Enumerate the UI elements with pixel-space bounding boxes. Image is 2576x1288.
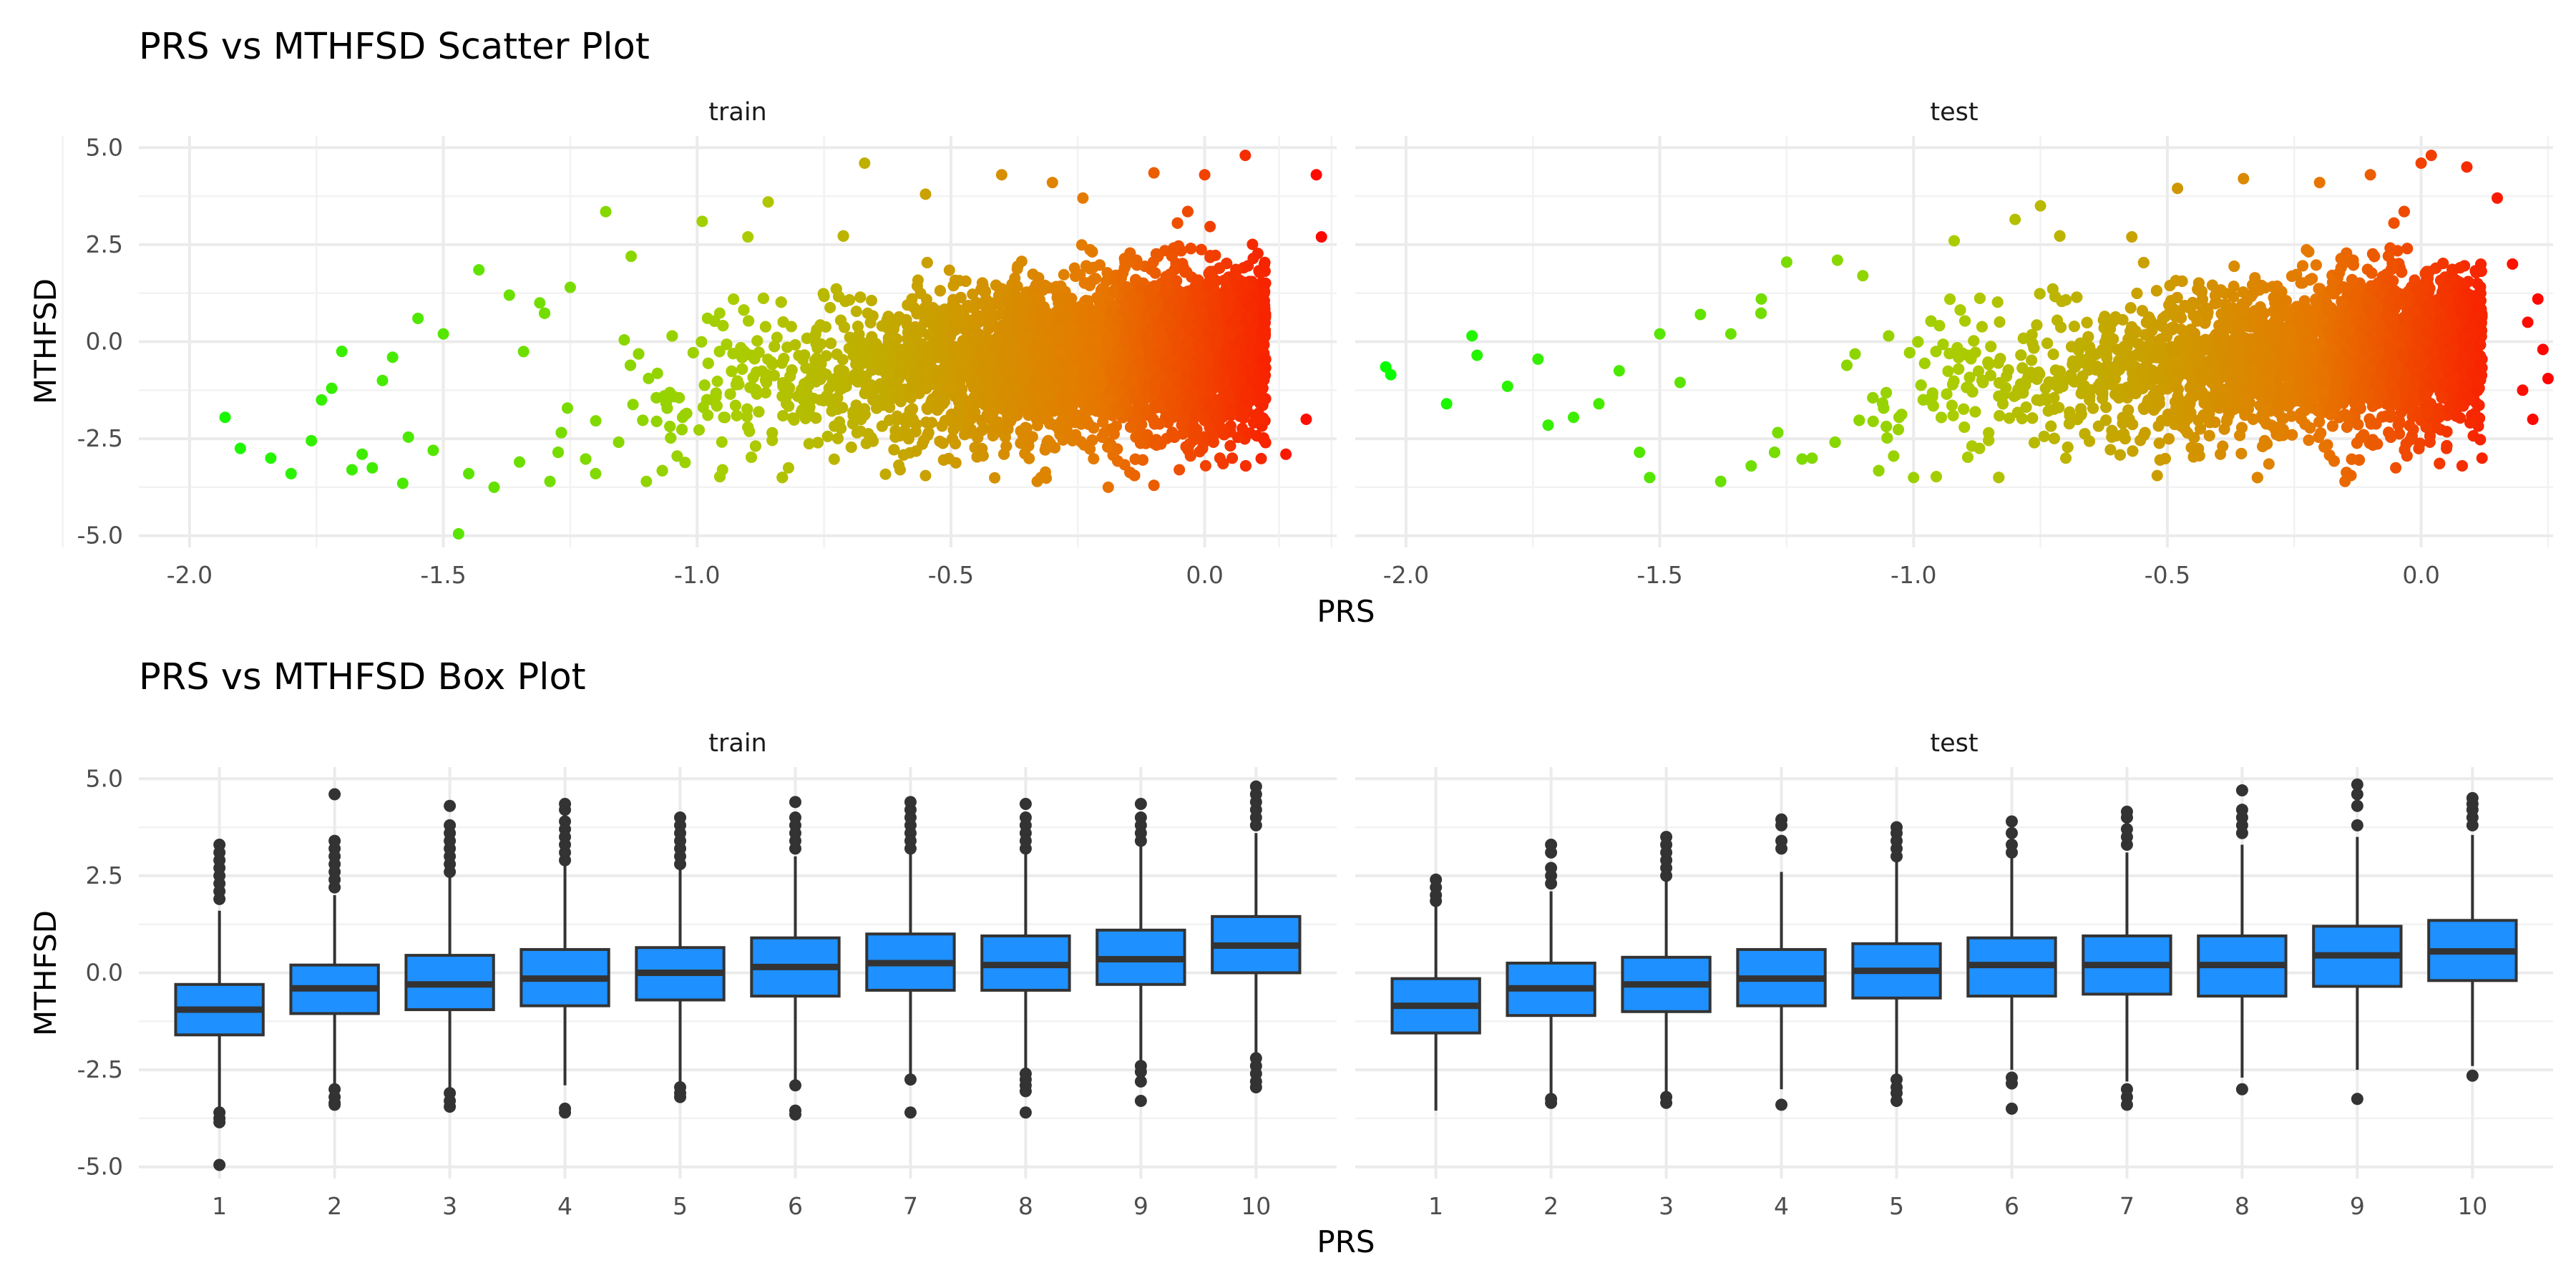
box-strip-test: test xyxy=(1930,729,1978,758)
scatter-point xyxy=(943,264,955,276)
scatter-point xyxy=(879,468,892,480)
scatter-point xyxy=(824,301,836,313)
scatter-point xyxy=(844,331,856,343)
scatter-point xyxy=(1058,268,1070,280)
scatter-point xyxy=(989,472,1001,484)
x-tick-label: -0.5 xyxy=(928,561,974,589)
scatter-strip-train: train xyxy=(708,98,766,127)
x-tick-label: 0.0 xyxy=(1186,561,1223,589)
scatter-title: PRS vs MTHFSD Scatter Plot xyxy=(139,26,650,68)
box-strip-train: train xyxy=(708,729,766,758)
scatter-point xyxy=(679,457,691,469)
scatter-point xyxy=(1246,238,1259,250)
scatter-point xyxy=(402,431,414,443)
y-tick-label: 0.0 xyxy=(86,328,123,356)
scatter-point xyxy=(1204,220,1216,233)
scatter-point xyxy=(651,367,663,379)
y-tick-label: -5.0 xyxy=(77,522,123,550)
scatter-point xyxy=(1226,452,1239,464)
x-tick-label: -1.5 xyxy=(420,561,466,589)
scatter-point xyxy=(771,331,783,343)
x-tick-label: -1.0 xyxy=(674,561,720,589)
x-tick-label: -2.0 xyxy=(167,561,213,589)
y-tick-label: 5.0 xyxy=(86,133,123,161)
scatter-point xyxy=(850,306,862,318)
scatter-point xyxy=(517,346,530,358)
scatter-point xyxy=(643,372,655,384)
scatter-point xyxy=(866,295,877,306)
scatter-point xyxy=(711,375,723,387)
scatter-point xyxy=(618,334,630,346)
scatter-point xyxy=(1199,459,1211,472)
box-title: PRS vs MTHFSD Box Plot xyxy=(139,656,586,698)
scatter-panel-train: -2.0 -1.5 -1.0 -0.5 0.0 -5.0 -2.5 0.0 2.5 5.0 xyxy=(62,133,1337,589)
scatter-x-axis-label: PRS xyxy=(1317,594,1375,629)
scatter-point xyxy=(1209,249,1221,261)
scatter-point xyxy=(1255,452,1267,464)
scatter-point xyxy=(716,436,728,448)
scatter-point xyxy=(627,399,639,411)
y-tick-label: -2.5 xyxy=(77,424,123,452)
scatter-point xyxy=(920,416,932,429)
box-y-axis-label: MTHFSD xyxy=(28,910,63,1036)
scatter-point xyxy=(828,453,840,465)
scatter-point xyxy=(912,274,924,286)
scatter-y-axis-label: MTHFSD xyxy=(28,278,63,404)
scatter-point xyxy=(851,426,863,439)
box-x-axis-label: PRS xyxy=(1317,1224,1375,1259)
scatter-strip-test: test xyxy=(1930,98,1978,127)
scatter-point xyxy=(562,402,573,414)
scatter-point xyxy=(693,424,705,436)
scatter-point xyxy=(1195,243,1207,255)
scatter-point xyxy=(590,415,602,427)
y-tick-label: 2.5 xyxy=(86,230,123,258)
scatter-point xyxy=(789,338,801,351)
scatter-cloud xyxy=(402,205,1272,484)
scatter-point xyxy=(1088,453,1100,465)
